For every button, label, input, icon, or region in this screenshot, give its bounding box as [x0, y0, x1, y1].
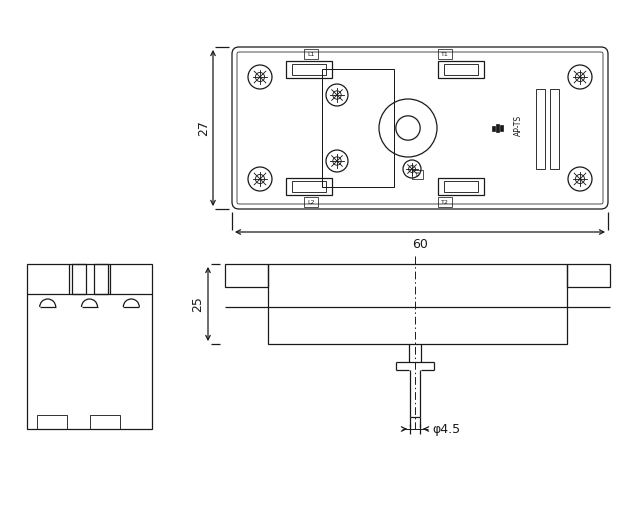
Bar	[304, 197, 318, 207]
Bar	[438, 61, 484, 78]
Text: T1: T1	[441, 52, 449, 56]
Bar	[443, 64, 478, 75]
Text: 60: 60	[412, 237, 428, 250]
Bar	[438, 197, 452, 207]
Bar	[322, 69, 394, 187]
Text: 25: 25	[191, 296, 205, 312]
Bar	[443, 181, 478, 192]
Text: E: E	[416, 172, 419, 177]
Text: AP-TS: AP-TS	[513, 115, 523, 135]
FancyBboxPatch shape	[232, 47, 608, 209]
Bar	[500, 125, 503, 131]
Bar	[550, 89, 559, 169]
Bar	[93, 264, 107, 294]
Text: L1: L1	[307, 52, 315, 56]
Bar	[438, 49, 452, 59]
Bar	[492, 126, 495, 130]
Bar	[291, 64, 326, 75]
Bar	[225, 264, 268, 287]
Bar	[567, 264, 610, 287]
Text: 27: 27	[198, 120, 211, 136]
Bar	[304, 49, 318, 59]
Bar	[536, 89, 545, 169]
Bar	[438, 178, 484, 195]
Bar	[412, 170, 423, 179]
Bar	[268, 264, 567, 344]
Text: T2: T2	[441, 199, 449, 204]
Bar	[90, 415, 120, 429]
Bar	[286, 178, 332, 195]
Bar	[71, 264, 85, 294]
Bar	[291, 181, 326, 192]
Bar	[286, 61, 332, 78]
Bar	[27, 264, 152, 429]
Text: φ4.5: φ4.5	[432, 422, 460, 436]
Text: L2: L2	[307, 199, 315, 204]
Bar	[496, 124, 499, 132]
Bar	[37, 415, 67, 429]
